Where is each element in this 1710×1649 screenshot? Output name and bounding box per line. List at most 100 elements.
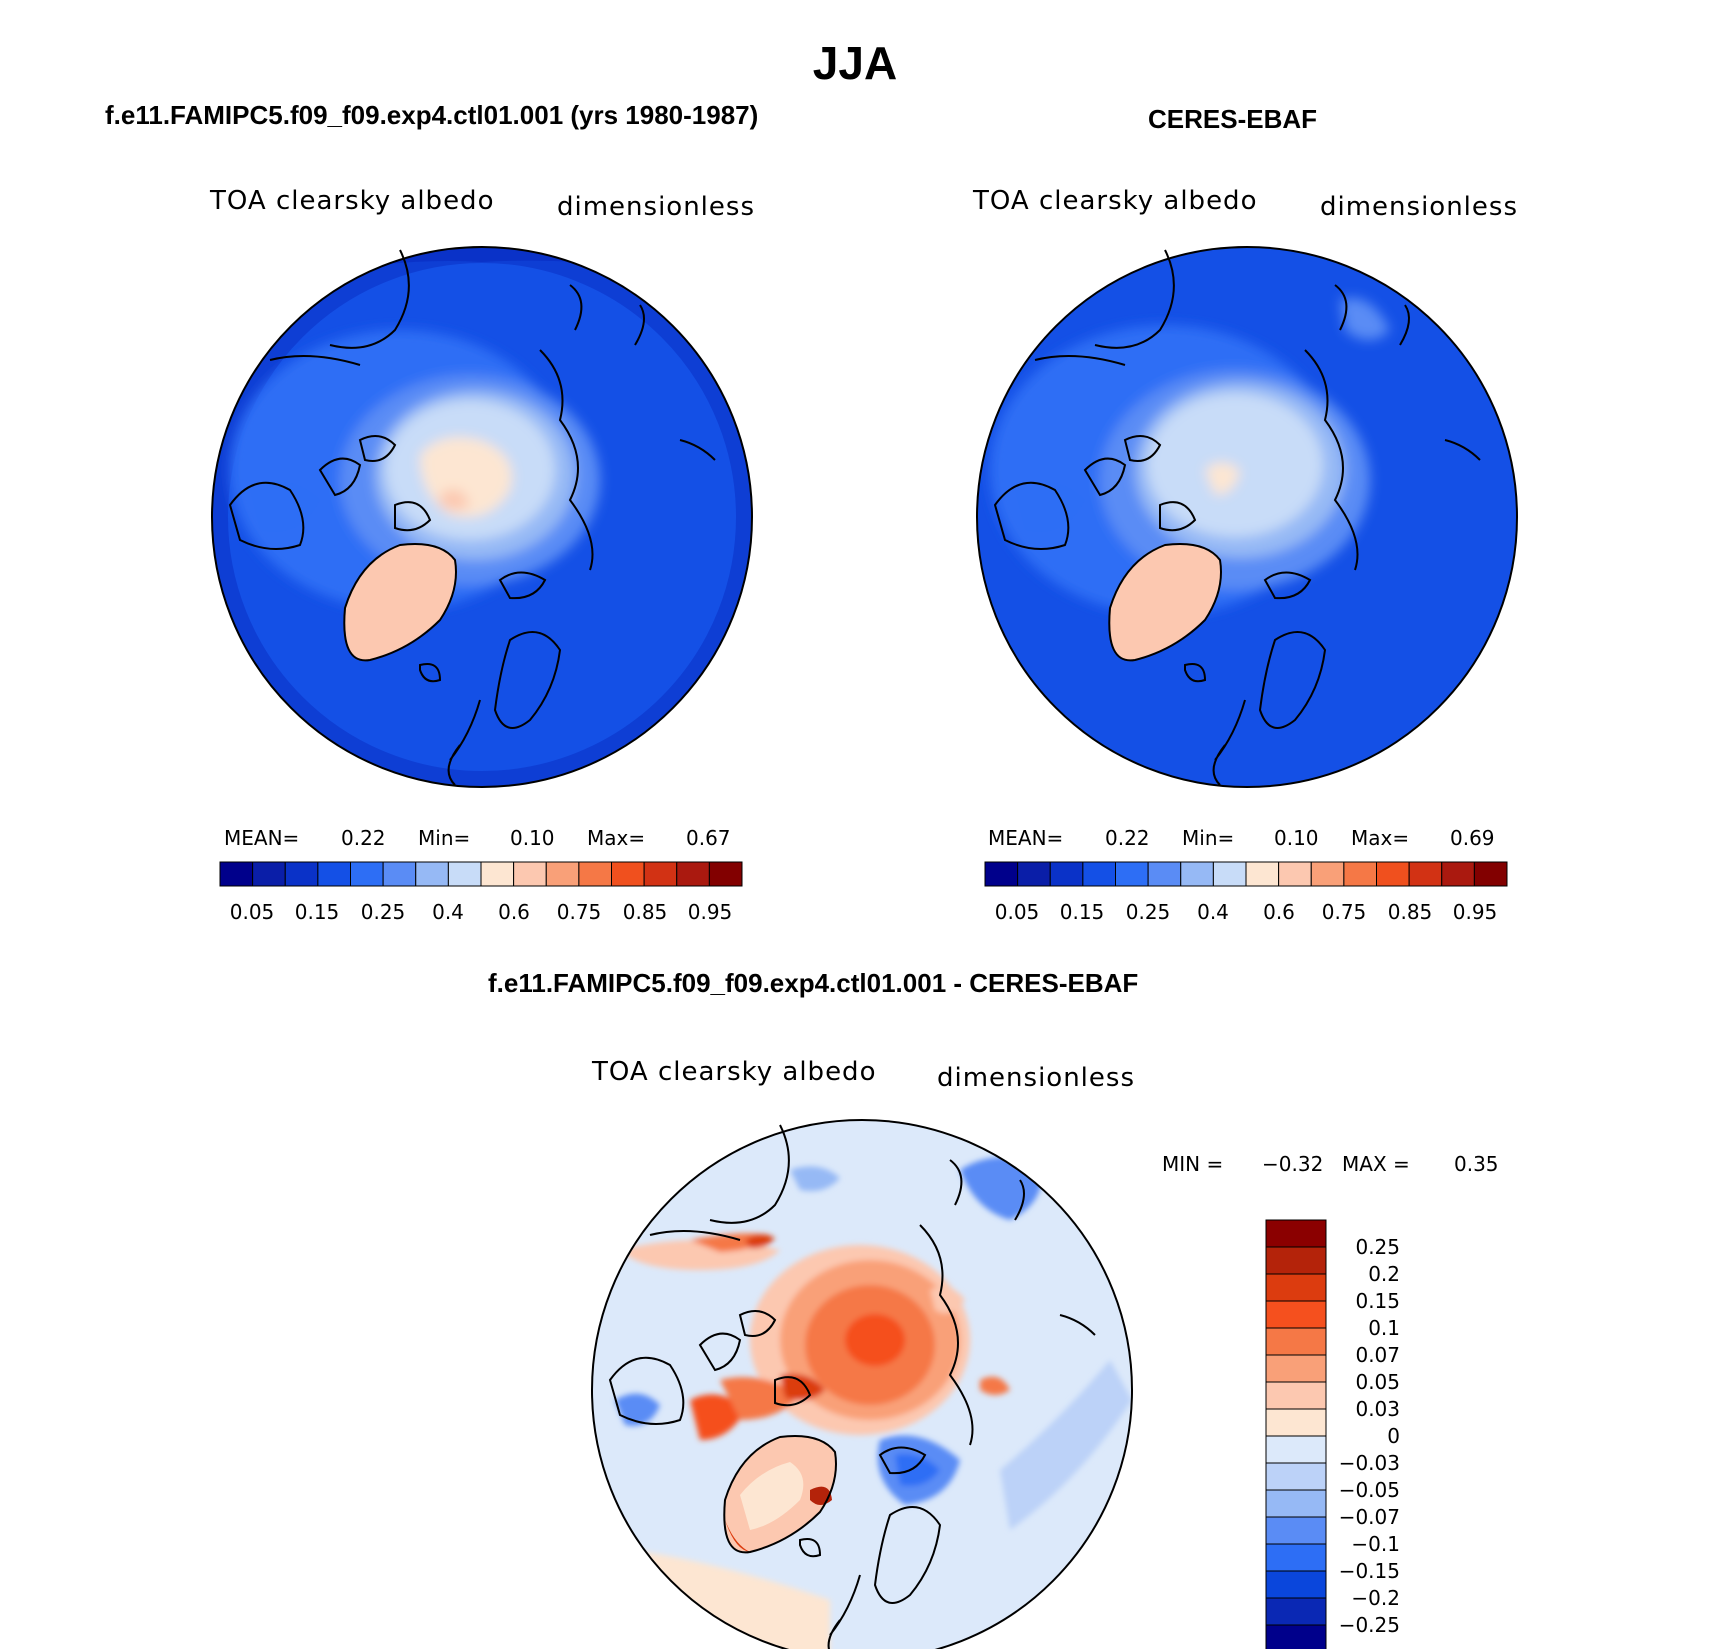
obs-colorbar-tick: 0.85: [1387, 900, 1433, 924]
model-colorbar-tick: 0.4: [432, 900, 464, 924]
diff-colorbar-tick: 0.2: [1368, 1262, 1400, 1286]
obs-colorbar-tick: 0.4: [1197, 900, 1229, 924]
model-colorbar-swatch: [350, 861, 384, 887]
obs-colorbar-swatch: [1310, 861, 1345, 887]
diff-colorbar-swatch: [1265, 1381, 1327, 1410]
model-colorbar-tick: 0.85: [622, 900, 668, 924]
obs-variable-label: TOA clearsky albedo: [973, 186, 1258, 216]
model-colorbar-tick: 0.75: [556, 900, 602, 924]
obs-min-label: Min=: [1182, 826, 1235, 850]
obs-units-label: dimensionless: [1320, 192, 1518, 222]
obs-colorbar-swatch: [1408, 861, 1443, 887]
obs-colorbar-swatch: [1017, 861, 1051, 887]
diff-colorbar-swatch: [1265, 1597, 1327, 1626]
page-title: JJA: [812, 37, 898, 89]
diff-colorbar-tick: 0: [1387, 1424, 1400, 1448]
diff-colorbar-tick: 0.1: [1368, 1316, 1400, 1340]
obs-max-label: Max=: [1351, 826, 1410, 850]
obs-mean-label: MEAN=: [988, 826, 1064, 850]
diff-colorbar-swatch: [1265, 1624, 1327, 1649]
diff-colorbar-tick: 0.15: [1355, 1289, 1400, 1313]
diff-colorbar-tick: −0.07: [1338, 1505, 1400, 1529]
model-colorbar-tick: 0.6: [498, 900, 530, 924]
model-colorbar-swatch: [643, 861, 678, 887]
obs-colorbar-tick: 0.15: [1059, 900, 1105, 924]
model-colorbar-swatch: [480, 861, 515, 887]
model-colorbar-tick: 0.05: [229, 900, 275, 924]
diff-colorbar-tick: −0.25: [1338, 1613, 1400, 1637]
diff-colorbar-tick: −0.03: [1338, 1451, 1400, 1475]
model-colorbar-swatch: [447, 861, 482, 887]
obs-colorbar-swatch: [1473, 861, 1508, 887]
model-min-label: Min=: [418, 826, 471, 850]
diff-max-label: MAX =: [1342, 1152, 1410, 1176]
model-colorbar-swatch: [513, 861, 547, 887]
diff-colorbar-swatch: [1265, 1273, 1327, 1302]
model-max-value: 0.67: [686, 826, 731, 850]
obs-colorbar-swatch: [1115, 861, 1149, 887]
diff-colorbar-swatch: [1265, 1327, 1327, 1356]
model-colorbar-tick: 0.25: [360, 900, 406, 924]
model-mean-label: MEAN=: [224, 826, 300, 850]
diff-min-value: −0.32: [1262, 1152, 1324, 1176]
diff-colorbar-swatch: [1265, 1543, 1327, 1572]
diff-panel-title: f.e11.FAMIPC5.f09_f09.exp4.ctl01.001 - C…: [488, 968, 1139, 998]
diff-colorbar-tick: 0.25: [1355, 1235, 1400, 1259]
model-colorbar-swatch: [284, 861, 319, 887]
obs-colorbar-tick: 0.6: [1263, 900, 1295, 924]
model-max-label: Max=: [587, 826, 646, 850]
diff-colorbar-swatch: [1265, 1219, 1327, 1248]
obs-mean-value: 0.22: [1105, 826, 1150, 850]
obs-panel-title: CERES-EBAF: [1148, 104, 1318, 134]
model-colorbar-swatch: [708, 861, 743, 887]
model-units-label: dimensionless: [557, 192, 755, 222]
model-colorbar-tick: 0.15: [294, 900, 340, 924]
diff-colorbar-swatch: [1265, 1354, 1327, 1383]
diff-colorbar-tick: −0.15: [1338, 1559, 1400, 1583]
diff-max-value: 0.35: [1454, 1152, 1499, 1176]
diff-polar-map: [591, 1119, 1133, 1649]
diff-colorbar: [1265, 1219, 1327, 1649]
diff-colorbar-swatch: [1265, 1300, 1327, 1329]
model-panel-title: f.e11.FAMIPC5.f09_f09.exp4.ctl01.001 (yr…: [105, 100, 759, 130]
obs-colorbar-swatch: [1212, 861, 1247, 887]
obs-min-value: 0.10: [1274, 826, 1319, 850]
model-min-value: 0.10: [510, 826, 555, 850]
obs-colorbar-swatch: [1245, 861, 1280, 887]
diff-variable-label: TOA clearsky albedo: [592, 1057, 877, 1087]
diff-colorbar-tick: 0.05: [1355, 1370, 1400, 1394]
model-colorbar: [219, 861, 743, 887]
diff-colorbar-tick: −0.2: [1351, 1586, 1400, 1610]
obs-colorbar-swatch: [1376, 861, 1410, 887]
model-mean-value: 0.22: [341, 826, 386, 850]
diff-colorbar-swatch: [1265, 1462, 1327, 1491]
model-colorbar-tick: 0.95: [687, 900, 733, 924]
diff-colorbar-tick: 0.03: [1355, 1397, 1400, 1421]
obs-colorbar-swatch: [1441, 861, 1475, 887]
model-colorbar-swatch: [676, 861, 710, 887]
diff-colorbar-swatch: [1265, 1246, 1327, 1275]
obs-colorbar-tick: 0.95: [1452, 900, 1498, 924]
model-colorbar-swatch: [545, 861, 580, 887]
obs-colorbar-swatch: [1180, 861, 1214, 887]
obs-colorbar-swatch: [1343, 861, 1377, 887]
diff-colorbar-swatch: [1265, 1516, 1327, 1545]
model-variable-label: TOA clearsky albedo: [210, 186, 495, 216]
obs-max-value: 0.69: [1450, 826, 1495, 850]
model-colorbar-swatch: [317, 861, 351, 887]
obs-colorbar-swatch: [1147, 861, 1182, 887]
diff-colorbar-tick: −0.1: [1351, 1532, 1400, 1556]
model-colorbar-swatch: [382, 861, 417, 887]
obs-polar-map: [976, 246, 1518, 788]
obs-colorbar-tick: 0.75: [1321, 900, 1367, 924]
model-colorbar-swatch: [252, 861, 286, 887]
obs-colorbar-tick: 0.25: [1125, 900, 1171, 924]
model-colorbar-swatch: [578, 861, 612, 887]
diff-colorbar-swatch: [1265, 1489, 1327, 1518]
obs-colorbar-swatch: [1049, 861, 1084, 887]
obs-colorbar-swatch: [1082, 861, 1116, 887]
diff-colorbar-tick: 0.07: [1355, 1343, 1400, 1367]
diff-colorbar-swatch: [1265, 1408, 1327, 1437]
diff-colorbar-tick: −0.05: [1338, 1478, 1400, 1502]
model-colorbar-swatch: [611, 861, 645, 887]
